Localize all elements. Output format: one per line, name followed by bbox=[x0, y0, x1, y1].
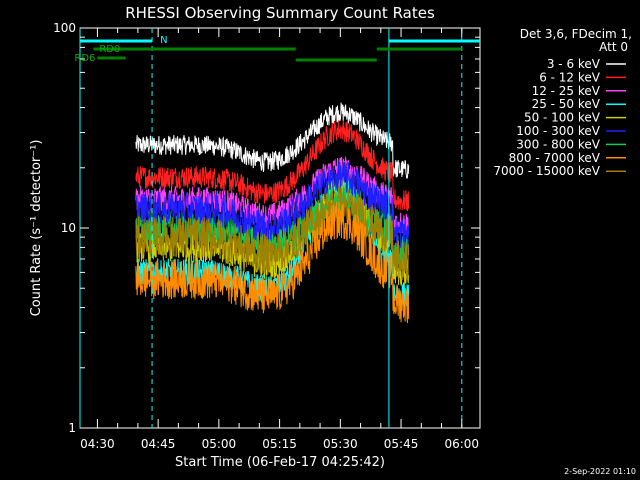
y-axis-label: Count Rate (s⁻¹ detector⁻¹) bbox=[29, 140, 44, 317]
x-tick-label: 05:15 bbox=[262, 437, 297, 451]
x-tick-label: 04:30 bbox=[80, 437, 115, 451]
legend-label: 800 - 7000 keV bbox=[509, 151, 601, 165]
legend-label: 6 - 12 keV bbox=[539, 70, 601, 84]
x-tick-label: 05:00 bbox=[202, 437, 237, 451]
y-tick-label: 100 bbox=[53, 21, 76, 35]
series-line bbox=[135, 120, 410, 212]
legend-label: 100 - 300 keV bbox=[516, 124, 600, 138]
series-line bbox=[135, 102, 410, 179]
legend-header-line-2: Att 0 bbox=[599, 40, 628, 54]
legend-label: 25 - 50 keV bbox=[532, 97, 601, 111]
x-axis: 04:30 04:45 05:00 05:15 05:30 05:45 06:00 bbox=[80, 28, 479, 451]
flag-label: RD0 bbox=[99, 44, 120, 55]
series-layer bbox=[135, 102, 410, 324]
series-line bbox=[135, 186, 410, 283]
y-tick-label: 10 bbox=[61, 221, 76, 235]
x-tick-label: 06:00 bbox=[444, 437, 479, 451]
series-line bbox=[135, 160, 410, 250]
x-tick-label: 05:30 bbox=[323, 437, 358, 451]
y-axis: 1 10 100 bbox=[53, 21, 480, 435]
legend-label: 12 - 25 keV bbox=[532, 84, 601, 98]
legend-label: 3 - 6 keV bbox=[547, 57, 601, 71]
plot-frame bbox=[79, 27, 481, 429]
y-tick-label: 1 bbox=[68, 421, 76, 435]
x-axis-label: Start Time (06-Feb-17 04:25:42) bbox=[175, 455, 385, 470]
legend-label: 50 - 100 keV bbox=[524, 111, 601, 125]
x-tick-label: 05:45 bbox=[384, 437, 419, 451]
chart-title: RHESSI Observing Summary Count Rates bbox=[125, 4, 435, 22]
legend-header-line-1: Det 3,6, FDecim 1, bbox=[520, 27, 632, 41]
legend-label: 7000 - 15000 keV bbox=[493, 164, 600, 178]
flag-label: N bbox=[160, 35, 167, 46]
legend-label: 300 - 800 keV bbox=[516, 137, 600, 151]
series-line bbox=[135, 201, 410, 324]
timestamp: 2-Sep-2022 01:10 bbox=[564, 467, 636, 476]
x-tick-label: 04:45 bbox=[141, 437, 176, 451]
